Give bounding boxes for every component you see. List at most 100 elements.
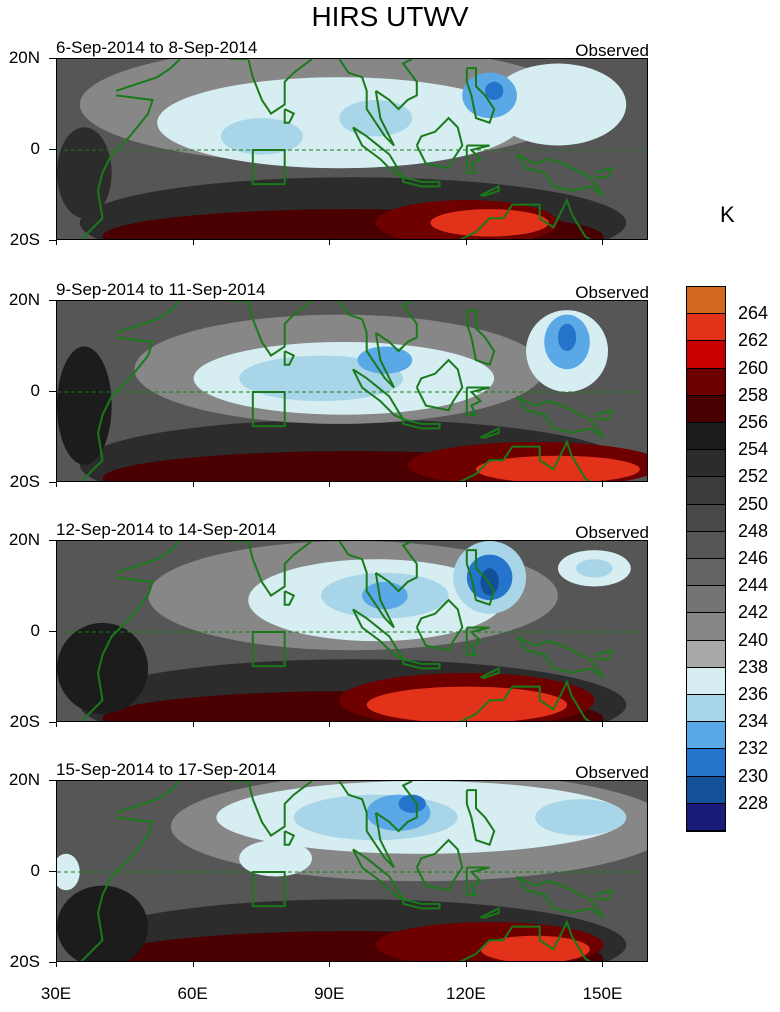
- colorbar-level-label: 232: [738, 738, 769, 759]
- y-axis-label: 0: [30, 381, 40, 400]
- x-axis-tick: [465, 720, 467, 727]
- coastline-australia: [459, 439, 591, 481]
- coastline-philippines: [465, 789, 496, 846]
- colorbar-box: [687, 695, 725, 723]
- x-axis-label: 60E: [177, 984, 208, 1003]
- coastline-newguinea: [516, 395, 605, 439]
- y-axis-tick: [49, 58, 56, 59]
- coastline-burma: [338, 541, 377, 606]
- moist-band: [57, 853, 80, 891]
- dry-max: [430, 209, 549, 237]
- colorbar: [686, 286, 726, 832]
- coastline-australia: [459, 919, 591, 961]
- y-axis-tick: [49, 149, 56, 150]
- colorbar-box: [687, 341, 725, 369]
- y-axis-label: 0: [30, 621, 40, 640]
- map-panel: 15-Sep-2014 to 17-Sep-2014 Observed 20N 0 20…: [0, 760, 680, 972]
- coastline-timor: [480, 906, 500, 919]
- coastline-philippines: [465, 67, 496, 124]
- coastline-malaya: [374, 572, 395, 629]
- y-axis-label: 20S: [9, 230, 40, 249]
- analysis-box: [251, 871, 286, 908]
- x-axis-tick: [56, 480, 57, 487]
- coastline-indochina: [375, 541, 418, 593]
- colorbar-level-label: 238: [738, 656, 769, 677]
- coastline-borneo: [415, 598, 464, 652]
- analysis-box: [251, 631, 286, 668]
- moist-core: [576, 559, 613, 578]
- coastline-africa: [80, 816, 154, 961]
- y-axis-tick: [49, 722, 56, 723]
- x-axis-tick: [602, 720, 604, 727]
- panel-observed-tag: Observed: [575, 41, 649, 60]
- dry-max: [366, 686, 568, 721]
- x-axis-tick: [465, 238, 467, 245]
- utwv-map: [56, 300, 648, 482]
- y-axis-label: 0: [30, 139, 40, 158]
- coastline-srilanka: [283, 108, 296, 124]
- coastline-india: [230, 781, 313, 837]
- x-axis-ticks: [0, 480, 780, 492]
- colorbar-box: [687, 477, 725, 505]
- map-panel: 9-Sep-2014 to 11-Sep-2014 Observed 20N 0 20S: [0, 280, 680, 492]
- coastline-timor: [480, 184, 500, 197]
- x-axis-tick: [192, 720, 194, 727]
- x-axis-ticks: [0, 960, 780, 972]
- x-axis-tick: [602, 238, 604, 245]
- coastline-timor: [480, 426, 500, 439]
- x-axis-label: 30E: [40, 984, 72, 1003]
- colorbar-box: [687, 314, 725, 342]
- y-axis-label: 20N: [8, 530, 40, 549]
- coastline-malaya: [374, 90, 395, 147]
- coastline-newguinea: [516, 875, 605, 919]
- x-axis-tick: [465, 960, 467, 967]
- x-axis-tick: [329, 480, 331, 487]
- colorbar-box: [687, 749, 725, 777]
- panel-observed-tag: Observed: [575, 763, 649, 782]
- colorbar-level-label: 230: [738, 765, 769, 786]
- colorbar-box: [687, 640, 725, 668]
- chart-title: HIRS UTWV: [311, 1, 469, 32]
- colorbar-box: [687, 586, 725, 614]
- x-axis-tick: [192, 480, 194, 487]
- x-axis-label: 120E: [445, 984, 486, 1003]
- moist-core: [339, 99, 413, 137]
- colorbar-box: [687, 395, 725, 423]
- utwv-field: [57, 301, 647, 481]
- y-axis-label: 20N: [8, 770, 40, 789]
- x-axis-tick: [56, 720, 57, 727]
- coastline-newbritain: [594, 888, 615, 901]
- colorbar-level-label: 242: [738, 602, 769, 623]
- y-axis-label: 20N: [8, 48, 40, 67]
- coastline-sumatra: [352, 126, 406, 180]
- coastline-indochina: [375, 781, 418, 833]
- coastline-india: [230, 301, 313, 357]
- coastline-newguinea: [516, 635, 605, 679]
- analysis-box: [251, 149, 286, 186]
- y-axis-tick: [49, 871, 56, 872]
- x-axis-tick: [465, 480, 467, 487]
- colorbar-box: [687, 531, 725, 559]
- moist-core: [220, 118, 303, 155]
- colorbar-level-label: 254: [738, 439, 769, 460]
- colorbar-level-label: 246: [738, 548, 769, 568]
- coastline-sulawesi: [465, 626, 490, 656]
- y-axis-tick: [49, 962, 56, 963]
- panel-date-range: 9-Sep-2014 to 11-Sep-2014: [56, 280, 266, 299]
- y-axis-tick: [49, 391, 56, 392]
- x-axis-tick: [329, 960, 331, 967]
- coastline-malaya: [374, 332, 395, 389]
- utwv-map: [56, 780, 648, 962]
- colorbar-level-label: 244: [738, 575, 769, 596]
- y-axis-tick: [49, 540, 56, 541]
- panel-date-range: 12-Sep-2014 to 14-Sep-2014: [56, 520, 277, 539]
- panel-observed-tag: Observed: [575, 523, 649, 542]
- panel-date-range: 6-Sep-2014 to 8-Sep-2014: [56, 38, 258, 57]
- moist-cell: [557, 323, 577, 352]
- colorbar-box: [687, 667, 725, 695]
- coastline-philippines: [465, 549, 496, 606]
- colorbar-box: [687, 423, 725, 451]
- coastline-africa: [80, 336, 154, 481]
- coastline-timor: [480, 666, 500, 679]
- coastline-burma: [338, 301, 377, 366]
